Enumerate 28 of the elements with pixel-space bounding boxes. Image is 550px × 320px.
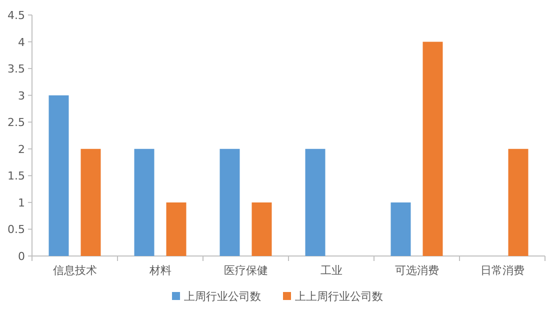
bar (508, 148, 528, 256)
x-tick-label: 日常消费 (480, 264, 524, 277)
legend-label: 上周行业公司数 (184, 290, 261, 303)
y-tick-label: 0 (18, 250, 25, 263)
x-tick-label: 材料 (148, 264, 172, 277)
legend-label: 上上周行业公司数 (295, 290, 383, 303)
y-tick-label: 2 (18, 142, 25, 156)
bar (134, 148, 154, 256)
bar (166, 202, 186, 256)
y-tick-label: 1.5 (8, 170, 25, 183)
bar (252, 202, 272, 256)
y-tick-label: 1 (18, 196, 25, 210)
y-tick-label: 0.5 (8, 223, 25, 236)
y-tick-label: 4.5 (8, 9, 25, 22)
x-tick-label: 可选消费 (394, 264, 439, 277)
y-tick-label: 3 (18, 89, 25, 102)
y-tick-label: 2.5 (8, 116, 25, 130)
bar (48, 95, 69, 256)
bar (390, 202, 411, 256)
bar (80, 148, 101, 256)
bar (422, 42, 443, 256)
x-tick-label: 信息技术 (52, 264, 97, 277)
bar (220, 148, 240, 256)
bar (305, 148, 326, 256)
x-tick-label: 医疗保健 (224, 264, 268, 277)
x-tick-label: 工业 (320, 264, 342, 277)
y-tick-label: 3.5 (8, 62, 25, 76)
y-tick-label: 4 (18, 36, 25, 49)
